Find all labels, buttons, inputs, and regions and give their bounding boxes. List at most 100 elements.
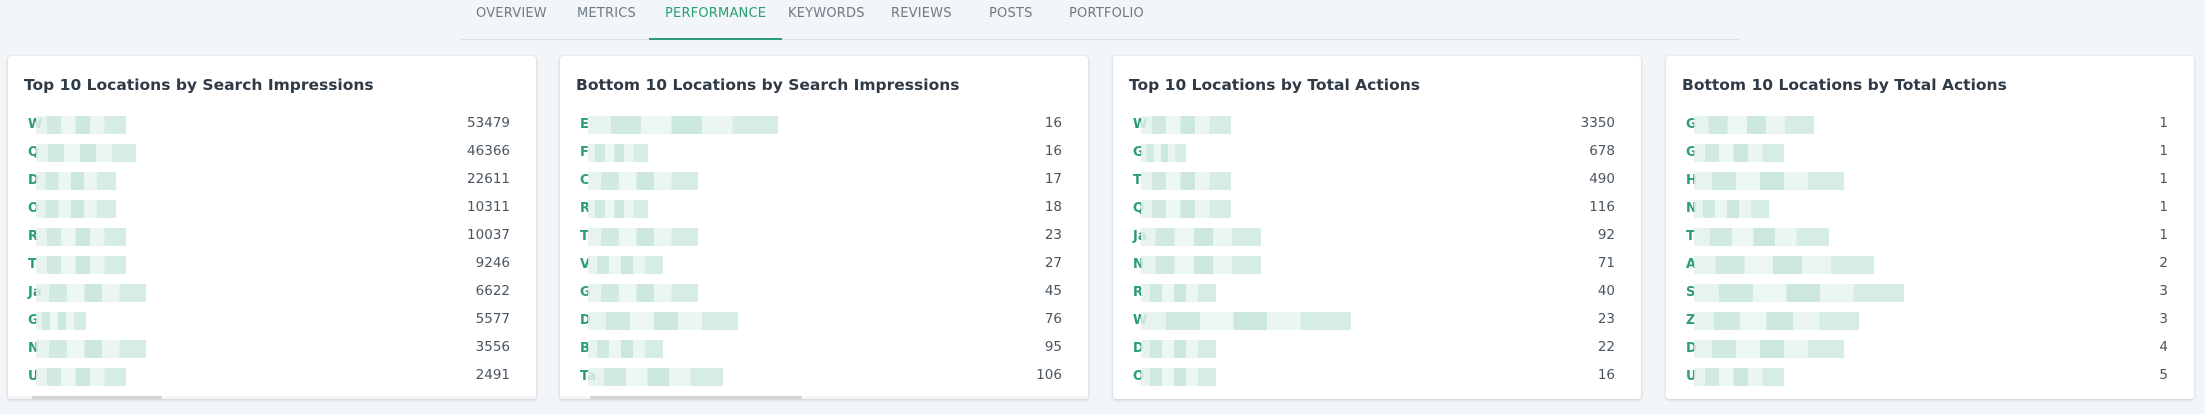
location-value: 95 xyxy=(1044,339,1062,355)
location-value: 71 xyxy=(1597,255,1615,271)
list-item: V 27 xyxy=(576,250,1072,278)
list-item: T 9246 xyxy=(24,250,520,278)
location-link[interactable]: G xyxy=(1133,145,1144,160)
location-link[interactable]: D xyxy=(1686,341,1697,356)
location-value: 3556 xyxy=(475,339,510,355)
list-item: W3350 xyxy=(1129,110,1625,138)
location-link[interactable]: G xyxy=(1686,145,1697,160)
location-link[interactable]: O xyxy=(28,201,40,216)
location-link[interactable]: G xyxy=(1686,117,1697,132)
redacted-name xyxy=(1694,312,1859,330)
redacted-name xyxy=(1694,228,1829,246)
location-link[interactable]: F xyxy=(580,145,589,160)
redacted-name xyxy=(36,144,136,162)
location-value: 22611 xyxy=(467,171,510,187)
horizontal-scrollbar[interactable] xyxy=(8,396,536,399)
location-link[interactable]: R xyxy=(28,229,39,244)
location-link[interactable]: E xyxy=(580,117,589,132)
tab-keywords[interactable]: KEYWORDS xyxy=(788,6,865,21)
location-link[interactable]: U xyxy=(28,369,39,384)
location-link[interactable]: H xyxy=(1686,173,1697,188)
location-link[interactable]: B xyxy=(580,341,590,356)
location-link[interactable]: C xyxy=(580,173,590,188)
redacted-name xyxy=(588,284,698,302)
location-value: 3 xyxy=(2159,283,2168,299)
location-value: 22 xyxy=(1597,339,1615,355)
redacted-name xyxy=(588,200,648,218)
location-link[interactable]: G xyxy=(580,285,591,300)
location-value: 2 xyxy=(2159,255,2168,271)
location-link[interactable]: Q xyxy=(1133,201,1145,216)
location-value: 23 xyxy=(1044,227,1062,243)
location-link[interactable]: D xyxy=(1133,341,1144,356)
location-value: 116 xyxy=(1589,199,1615,215)
location-value: 3 xyxy=(2159,311,2168,327)
tab-overview[interactable]: OVERVIEW xyxy=(476,6,547,21)
location-value: 40 xyxy=(1597,283,1615,299)
location-value: 1 xyxy=(2159,115,2168,131)
location-value: 1 xyxy=(2159,227,2168,243)
tab-metrics[interactable]: METRICS xyxy=(577,6,636,21)
location-link[interactable]: N xyxy=(1686,201,1697,216)
location-value: 4 xyxy=(2159,339,2168,355)
list-item: D 22 xyxy=(1129,334,1625,362)
location-link[interactable]: N xyxy=(1133,257,1144,272)
location-value: 1 xyxy=(2159,171,2168,187)
scrollbar-thumb[interactable] xyxy=(32,396,162,399)
location-link[interactable]: D xyxy=(580,313,591,328)
redacted-name xyxy=(36,284,146,302)
scrollbar-thumb[interactable] xyxy=(590,396,802,399)
list-item: T 490 xyxy=(1129,166,1625,194)
redacted-name xyxy=(588,144,648,162)
location-link[interactable]: U xyxy=(1686,369,1697,384)
location-value: 5577 xyxy=(475,311,510,327)
location-link[interactable]: T xyxy=(1686,229,1695,244)
location-link[interactable]: O xyxy=(1133,369,1145,384)
location-link[interactable]: V xyxy=(580,257,591,272)
list-item: F 16 xyxy=(576,138,1072,166)
redacted-name xyxy=(1141,144,1186,162)
tab-performance[interactable]: PERFORMANCE xyxy=(648,6,783,40)
tab-portfolio[interactable]: PORTFOLIO xyxy=(1069,6,1144,21)
location-link[interactable]: G xyxy=(28,313,39,328)
list-item: N 71 xyxy=(1129,250,1625,278)
list-item: Ja 6622 xyxy=(24,278,520,306)
location-link[interactable]: R xyxy=(1133,285,1144,300)
list-item: W53479 xyxy=(24,110,520,138)
redacted-name xyxy=(1141,172,1231,190)
list-item: Ja 92 xyxy=(1129,222,1625,250)
card-title: Top 10 Locations by Search Impressions xyxy=(24,76,374,94)
location-link[interactable]: A xyxy=(1686,257,1697,272)
redacted-name xyxy=(588,256,663,274)
redacted-name xyxy=(1141,200,1231,218)
location-link[interactable]: Z xyxy=(1686,313,1696,328)
tab-reviews[interactable]: REVIEWS xyxy=(891,6,952,21)
location-list: W53479 Q 46366 D 22611 O 10311 R 10037 T 9246… xyxy=(24,110,520,390)
redacted-name xyxy=(1141,116,1231,134)
tab-posts[interactable]: POSTS xyxy=(989,6,1033,21)
location-link[interactable]: T xyxy=(1133,173,1142,188)
location-value: 678 xyxy=(1589,143,1615,159)
location-link[interactable]: S xyxy=(1686,285,1696,300)
location-link[interactable]: T xyxy=(580,229,589,244)
location-value: 1 xyxy=(2159,199,2168,215)
location-link[interactable]: N xyxy=(28,341,39,356)
redacted-name xyxy=(1141,340,1216,358)
card-title: Top 10 Locations by Total Actions xyxy=(1129,76,1420,94)
horizontal-scrollbar[interactable] xyxy=(560,396,1088,399)
redacted-name xyxy=(588,116,778,134)
location-link[interactable]: R xyxy=(580,201,591,216)
redacted-name xyxy=(588,368,723,386)
redacted-name xyxy=(36,116,126,134)
location-link[interactable]: T xyxy=(28,257,37,272)
redacted-name xyxy=(1694,284,1904,302)
location-link[interactable]: D xyxy=(28,173,39,188)
location-link[interactable]: Q xyxy=(28,145,40,160)
